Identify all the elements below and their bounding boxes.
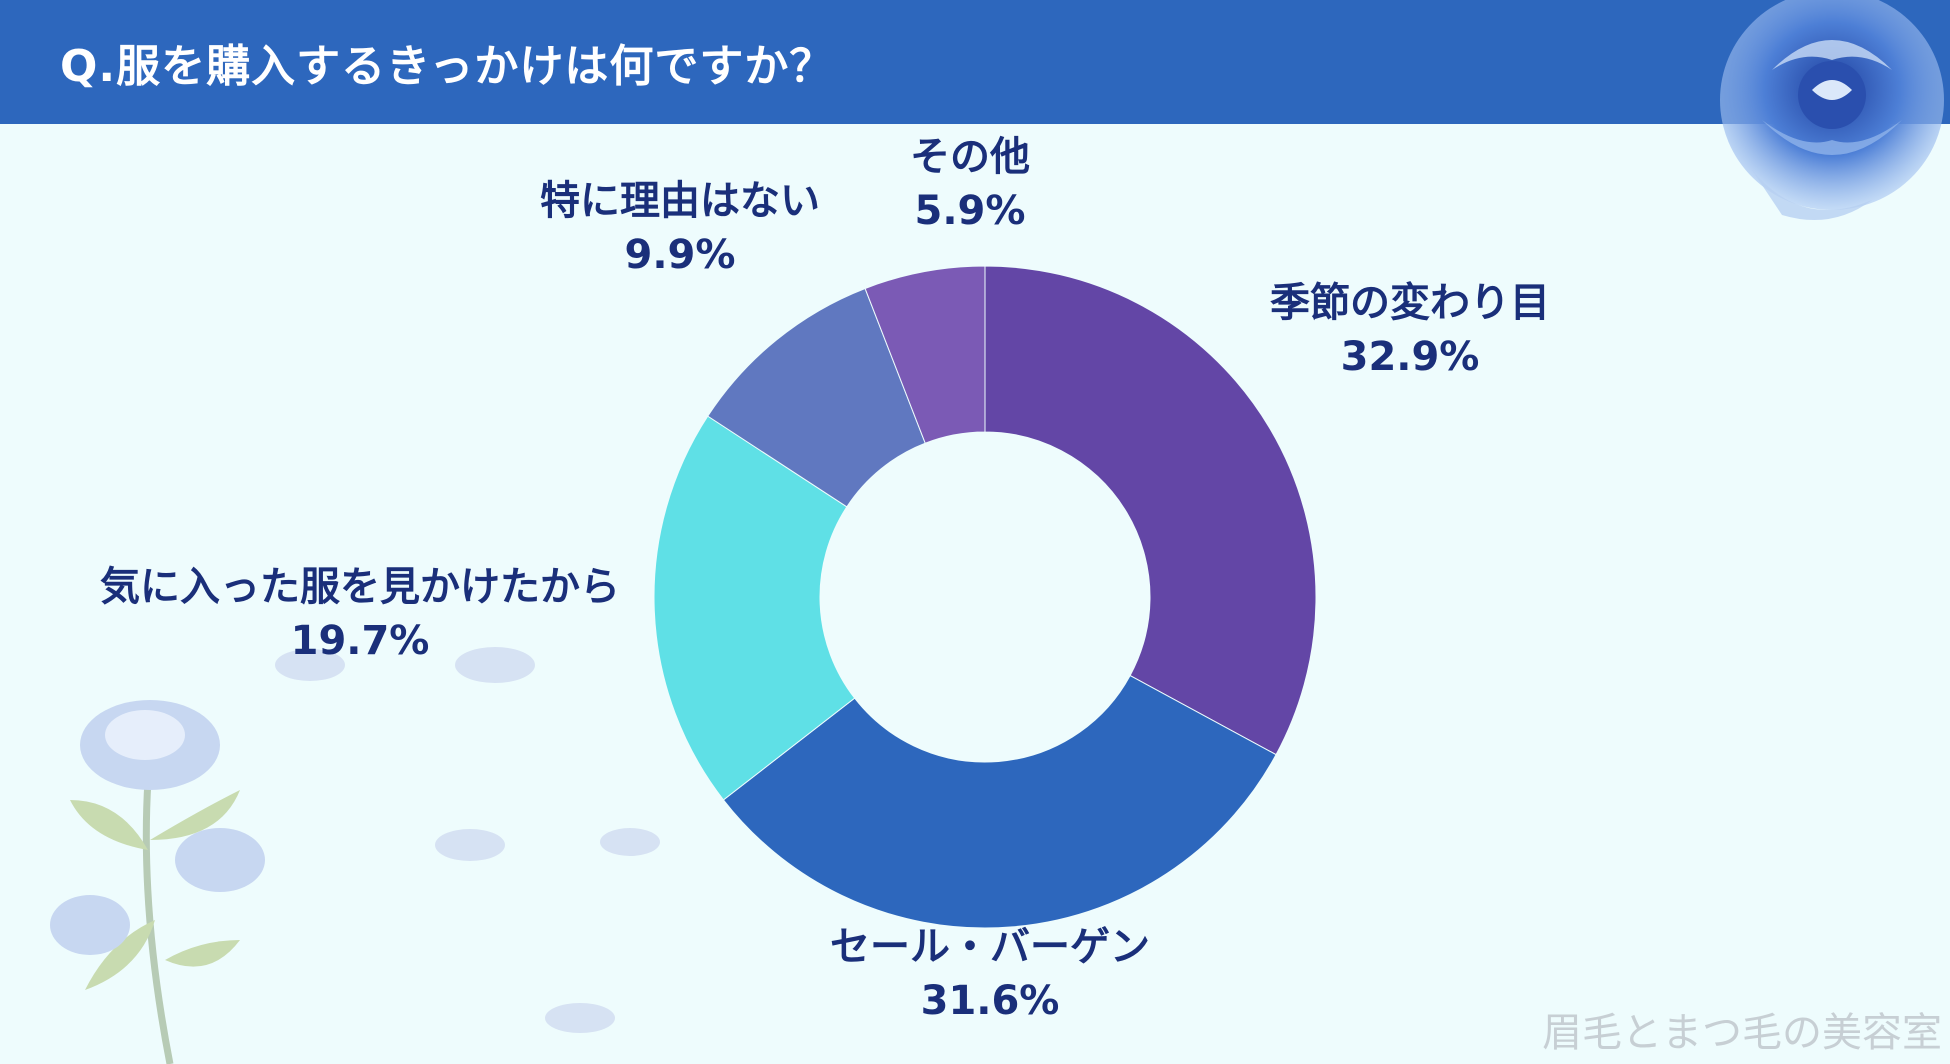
slice-label-sale: セール・バーゲン 31.6%	[800, 920, 1180, 1028]
slice-label-name: 特に理由はない	[540, 178, 820, 224]
petal-icon	[275, 649, 345, 681]
slice-label-value: 5.9%	[914, 188, 1026, 234]
rose-stem-icon	[50, 700, 265, 1064]
slice-label-noreason: 特に理由はない 9.9%	[500, 174, 860, 282]
donut-slice-other	[864, 265, 986, 444]
petal-icon	[435, 829, 505, 861]
donut-slice-liked	[653, 415, 856, 801]
slice-label-season: 季節の変わり目 32.9%	[1220, 276, 1600, 384]
slice-label-liked: 気に入った服を見かけたから 19.7%	[50, 560, 670, 668]
petal-icon	[455, 647, 535, 683]
slice-label-value: 32.9%	[1340, 334, 1480, 380]
slice-label-value: 9.9%	[624, 232, 736, 278]
watermark-text: 眉毛とまつ毛の美容室	[1542, 1010, 1942, 1056]
slice-label-other: その他 5.9%	[860, 130, 1080, 238]
page-title: Q.服を購入するきっかけは何ですか？	[60, 41, 835, 92]
donut-slice-sale	[722, 674, 1277, 929]
header-bar: Q.服を購入するきっかけは何ですか？	[0, 0, 1950, 124]
slice-label-name: 気に入った服を見かけたから	[100, 564, 620, 610]
slice-label-name: その他	[910, 134, 1030, 180]
slice-label-value: 31.6%	[920, 978, 1060, 1024]
slice-label-name: 季節の変わり目	[1270, 280, 1550, 326]
petal-icon	[545, 1003, 615, 1033]
blue-rose-icon	[1720, 0, 1944, 220]
petal-icon	[600, 828, 660, 856]
slice-label-name: セール・バーゲン	[830, 924, 1150, 970]
slice-label-value: 19.7%	[290, 618, 430, 664]
donut-slice-season	[984, 265, 1317, 756]
